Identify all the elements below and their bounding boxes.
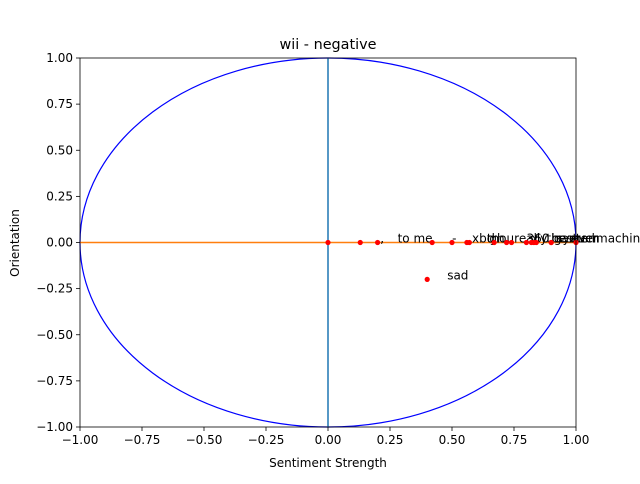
x-tick-label: −0.50 xyxy=(186,433,223,447)
data-point-label: really xyxy=(514,232,547,246)
data-point-label: machine xyxy=(596,232,640,246)
y-tick-label: −1.00 xyxy=(36,420,73,434)
x-tick-label: 0.00 xyxy=(315,433,342,447)
data-point xyxy=(548,239,554,246)
data-point-label: system xyxy=(556,232,599,246)
x-tick-label: 0.25 xyxy=(377,433,404,447)
data-point-label: x xyxy=(532,232,539,246)
data-point-label: sad xyxy=(447,268,468,282)
data-point-label: , xyxy=(380,232,384,246)
data-point xyxy=(375,239,381,246)
y-tick-label: −0.25 xyxy=(36,282,73,296)
data-point xyxy=(357,239,363,246)
data-point-label: to me xyxy=(398,232,433,246)
y-tick-label: 1.00 xyxy=(46,51,73,65)
y-tick-label: −0.75 xyxy=(36,374,73,388)
data-point xyxy=(533,239,539,246)
data-point-label: game xyxy=(554,232,588,246)
data-point xyxy=(491,239,497,246)
x-tick-label: −0.25 xyxy=(248,433,285,447)
data-point-label: best xyxy=(551,232,577,246)
y-tick-label: 0.50 xyxy=(46,143,73,157)
data-point-label: gh xyxy=(489,232,504,246)
x-axis-label: Sentiment Strength xyxy=(269,456,387,470)
data-point-label: - xyxy=(452,232,456,246)
y-tick-label: 0.00 xyxy=(46,236,73,250)
data-point xyxy=(429,239,435,246)
x-tick-label: 1.00 xyxy=(563,433,590,447)
data-point xyxy=(466,239,472,246)
x-tick-label: 0.75 xyxy=(501,433,528,447)
x-ticks: −1.00 −0.75 −0.50 −0.25 0.00 0.25 0.50 0.75 1.00 xyxy=(62,427,590,447)
data-point xyxy=(523,239,530,246)
data-point xyxy=(503,239,510,246)
data-point-label: xbo xyxy=(472,232,494,246)
y-axis-label: Orientation xyxy=(8,209,22,277)
y-ticks: −1.00 −0.75 −0.50 −0.25 0.00 0.25 0.50 0.75 1.00 xyxy=(36,51,80,434)
x-tick-label: 0.50 xyxy=(439,433,466,447)
y-tick-label: −0.50 xyxy=(36,328,73,342)
data-point xyxy=(449,239,455,246)
x-tick-label: −0.75 xyxy=(124,433,161,447)
y-tick-label: 0.75 xyxy=(46,97,73,111)
data-point xyxy=(508,239,515,246)
y-tick-label: 0.25 xyxy=(46,189,73,203)
data-point xyxy=(424,276,430,282)
x-tick-label: −1.00 xyxy=(62,433,99,447)
chart-title: wii - negative xyxy=(279,37,376,53)
data-point xyxy=(325,239,331,246)
